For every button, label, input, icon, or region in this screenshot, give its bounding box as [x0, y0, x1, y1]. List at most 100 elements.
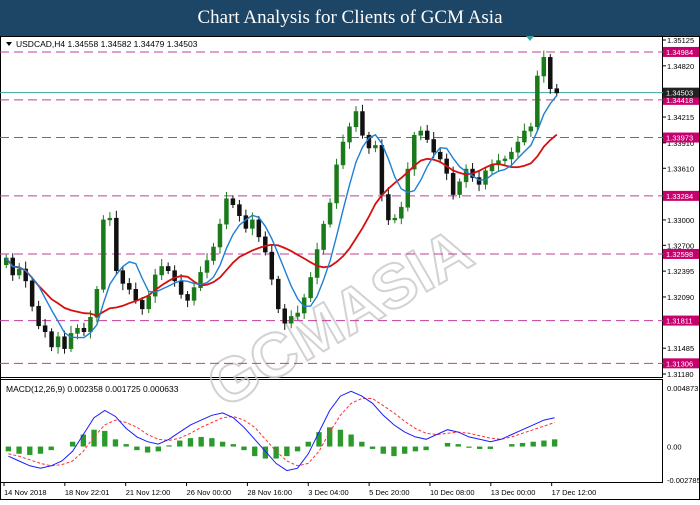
candle-body	[29, 280, 35, 307]
candle-body	[321, 223, 326, 250]
candle-body	[263, 236, 268, 253]
time-tick-label: 17 Dec 12:00	[552, 488, 597, 497]
candle-body	[314, 249, 320, 278]
time-tick-label: 13 Dec 00:00	[491, 488, 536, 497]
candle-body	[146, 295, 151, 310]
candle-body	[230, 198, 236, 205]
candle-body	[250, 219, 255, 229]
candle-body	[457, 181, 462, 195]
candle-body	[405, 168, 411, 208]
price-tick-label: 1.32700	[667, 241, 694, 250]
candle-body	[217, 223, 223, 248]
candle-body	[379, 145, 385, 195]
current-price-label: 1.34503	[666, 89, 693, 98]
macd-signal-line	[8, 398, 555, 467]
candle-body	[535, 75, 540, 128]
candle-body	[554, 88, 560, 94]
candle-body	[288, 316, 294, 324]
chart-area: GCMASIA 1.35125 1.34820 1.34215 1.33910 1.33…	[0, 36, 700, 500]
candle-body	[276, 278, 281, 310]
candle-body	[373, 145, 378, 149]
candle-body	[68, 333, 74, 349]
candle-body	[399, 206, 404, 219]
candle-body	[81, 327, 87, 332]
price-tick-label: 1.33910	[667, 139, 694, 148]
candle-body	[224, 198, 229, 225]
shift-marker-icon	[526, 36, 534, 41]
candles-group	[3, 50, 560, 354]
time-tick-label: 28 Nov 16:00	[247, 488, 292, 497]
candle-body	[178, 280, 184, 295]
candle-body	[133, 289, 139, 301]
macd-tick-label: -0.002785	[667, 476, 700, 485]
price-tick-label: 1.34820	[667, 62, 694, 71]
candle-body	[211, 246, 216, 261]
candle-body	[140, 300, 145, 310]
time-axis-group: 14 Nov 2018 18 Nov 22:01 21 Nov 12:00 26 No…	[3, 483, 597, 497]
candle-body	[437, 151, 443, 160]
level-price-label: 1.31306	[666, 359, 693, 368]
level-price-label: 1.32598	[666, 250, 693, 259]
level-price-label: 1.31811	[666, 317, 693, 326]
candle-body	[204, 260, 210, 273]
symbol-dropdown-icon[interactable]	[6, 42, 12, 46]
candle-body	[36, 305, 41, 327]
price-tick-label: 1.32395	[667, 267, 694, 276]
candle-body	[49, 331, 54, 348]
candle-body	[327, 202, 333, 225]
candle-body	[256, 219, 262, 238]
candle-body	[431, 139, 436, 153]
candle-body	[515, 141, 521, 153]
price-tick-label: 1.34215	[667, 113, 694, 122]
candle-body	[483, 170, 488, 185]
candle-body	[243, 215, 249, 229]
price-chart-svg: GCMASIA 1.351251.348201.342151.339101.33…	[0, 36, 700, 500]
candle-body	[172, 270, 177, 282]
candle-body	[191, 287, 197, 301]
candle-body	[308, 277, 313, 299]
candle-body	[120, 270, 126, 284]
candle-body	[522, 130, 527, 143]
level-price-label: 1.34418	[666, 96, 693, 105]
candle-body	[16, 268, 22, 276]
chart-banner-title: Chart Analysis for Clients of GCM Asia	[0, 0, 700, 36]
time-tick-label: 10 Dec 08:00	[430, 488, 475, 497]
candle-body	[334, 164, 339, 204]
candle-body	[386, 194, 391, 221]
time-tick-label: 5 Dec 20:00	[369, 488, 409, 497]
level-price-label: 1.33284	[666, 192, 693, 201]
price-tick-label: 1.31485	[667, 344, 694, 353]
level-price-tag	[663, 358, 699, 369]
candle-body	[502, 158, 508, 161]
level-price-tag	[663, 315, 699, 326]
candle-body	[528, 126, 534, 132]
candle-body	[55, 336, 61, 348]
candle-body	[23, 268, 28, 282]
candle-body	[541, 57, 547, 77]
level-price-tag	[663, 132, 699, 143]
candle-body	[548, 57, 553, 89]
candle-body	[237, 204, 242, 216]
time-tick-label: 26 Nov 00:00	[187, 488, 232, 497]
price-tick-label: 1.32090	[667, 293, 694, 302]
candle-body	[353, 111, 359, 128]
macd-tick-label: 0.004873	[667, 384, 698, 393]
time-tick-label: 14 Nov 2018	[4, 488, 47, 497]
candle-body	[159, 266, 164, 276]
time-tick-label: 3 Dec 04:00	[308, 488, 348, 497]
macd-tick-label: 0.00	[667, 443, 682, 452]
level-price-tag	[663, 46, 699, 57]
candle-body	[282, 308, 287, 324]
level-price-tag	[663, 248, 699, 259]
time-tick-label: 21 Nov 12:00	[126, 488, 171, 497]
candle-body	[496, 160, 501, 166]
price-axis-group: 1.35125 1.34820 1.34215 1.33910 1.33610 1.330…	[526, 36, 699, 379]
candle-body	[450, 173, 456, 195]
candle-body	[185, 294, 190, 301]
level-price-tag	[663, 190, 699, 201]
candle-body	[165, 266, 171, 272]
candle-body	[101, 219, 106, 290]
price-tick-label: 1.35125	[667, 36, 694, 45]
candle-body	[152, 274, 158, 297]
moving-averages-group	[5, 95, 558, 339]
